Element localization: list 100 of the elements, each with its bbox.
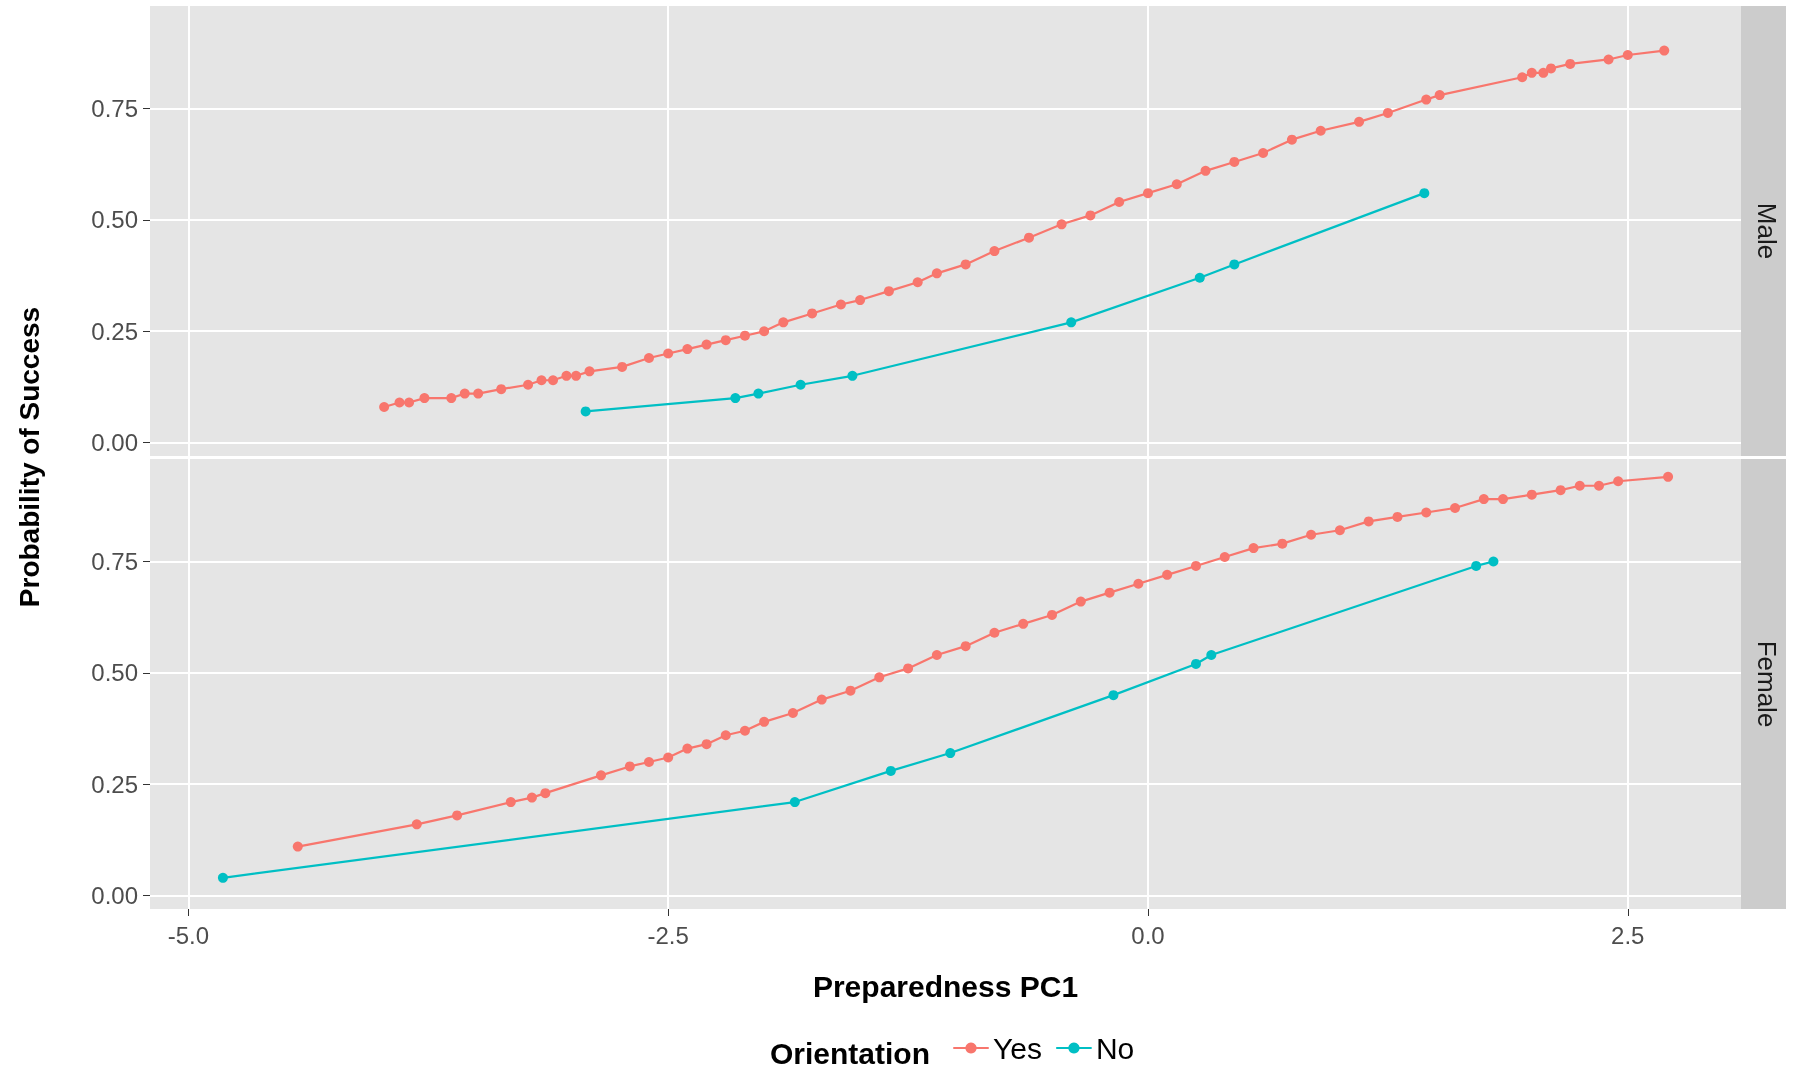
point: [1315, 125, 1326, 136]
point: [1085, 210, 1096, 221]
point: [1421, 94, 1432, 105]
point: [496, 384, 507, 395]
point: [1162, 569, 1173, 580]
y-tick-label: 0.50: [91, 206, 138, 234]
point: [1114, 197, 1125, 208]
point: [912, 277, 923, 288]
point: [1363, 516, 1374, 527]
point: [663, 752, 674, 763]
point: [1659, 45, 1670, 56]
point: [787, 707, 798, 718]
point: [1538, 67, 1549, 78]
point: [1108, 690, 1119, 701]
point: [1206, 650, 1217, 661]
point: [759, 716, 770, 727]
point: [644, 352, 654, 363]
legend-label: No: [1095, 1031, 1135, 1065]
point: [989, 246, 1000, 257]
point: [292, 841, 303, 852]
point: [540, 788, 551, 799]
legend-title: Orientation: [770, 1036, 931, 1070]
y-tick-label: 0.25: [91, 770, 138, 798]
point: [1574, 480, 1585, 491]
point: [845, 685, 856, 696]
point: [1622, 50, 1633, 61]
point: [1142, 188, 1153, 199]
point: [1219, 552, 1230, 563]
point: [682, 743, 693, 754]
point: [945, 748, 956, 759]
y-tick-label: 0.75: [91, 94, 138, 122]
point: [816, 694, 827, 705]
point: [1434, 90, 1445, 101]
point: [1498, 494, 1509, 505]
point: [903, 663, 914, 674]
point: [1190, 658, 1201, 669]
y-tick-label: 0.50: [91, 659, 138, 687]
point: [989, 627, 1000, 638]
point: [580, 406, 591, 417]
point: [452, 810, 463, 821]
point: [931, 268, 942, 279]
point: [1248, 543, 1259, 554]
point: [505, 797, 516, 808]
point: [617, 361, 628, 372]
point: [730, 393, 741, 404]
point: [1382, 107, 1393, 118]
point: [1526, 489, 1537, 500]
point: [473, 388, 484, 399]
point: [759, 326, 770, 337]
point: [701, 339, 712, 350]
y-tick-label: 0.75: [91, 547, 138, 575]
point: [523, 379, 534, 390]
x-tick-label: 0.0: [1131, 921, 1165, 949]
point: [1450, 503, 1461, 514]
point: [1663, 471, 1674, 482]
point: [1286, 134, 1297, 145]
y-tick-label: 0.25: [91, 317, 138, 345]
point: [1593, 480, 1604, 491]
point: [1488, 556, 1499, 567]
point: [379, 401, 390, 412]
point: [960, 641, 971, 652]
point: [1354, 116, 1365, 127]
point: [1478, 494, 1489, 505]
point: [720, 335, 731, 346]
point: [217, 872, 228, 883]
x-axis-title: Preparedness PC1: [812, 969, 1079, 1003]
point: [1171, 179, 1182, 190]
point: [835, 299, 846, 310]
point: [883, 286, 894, 297]
point: [624, 761, 635, 772]
point: [701, 739, 712, 750]
point: [1133, 578, 1144, 589]
point: [874, 672, 885, 683]
point: [720, 730, 731, 741]
point: [526, 792, 537, 803]
point: [885, 765, 896, 776]
point: [1258, 148, 1269, 159]
point: [411, 819, 422, 830]
point: [795, 379, 806, 390]
point: [1306, 529, 1317, 540]
point: [1056, 219, 1067, 230]
point: [1018, 618, 1029, 629]
point: [753, 388, 764, 399]
point: [419, 393, 430, 404]
point: [1613, 476, 1624, 487]
point: [1229, 259, 1240, 270]
point: [807, 308, 818, 319]
point: [1603, 54, 1614, 65]
point: [739, 725, 750, 736]
point: [1334, 525, 1345, 536]
point: [548, 375, 559, 386]
x-tick-label: -2.5: [647, 921, 689, 949]
point: [1104, 587, 1115, 598]
point: [394, 397, 405, 408]
point: [847, 370, 858, 381]
point: [789, 797, 800, 808]
point: [931, 650, 942, 661]
point: [1066, 317, 1077, 328]
point: [960, 259, 971, 270]
point: [1526, 67, 1537, 78]
